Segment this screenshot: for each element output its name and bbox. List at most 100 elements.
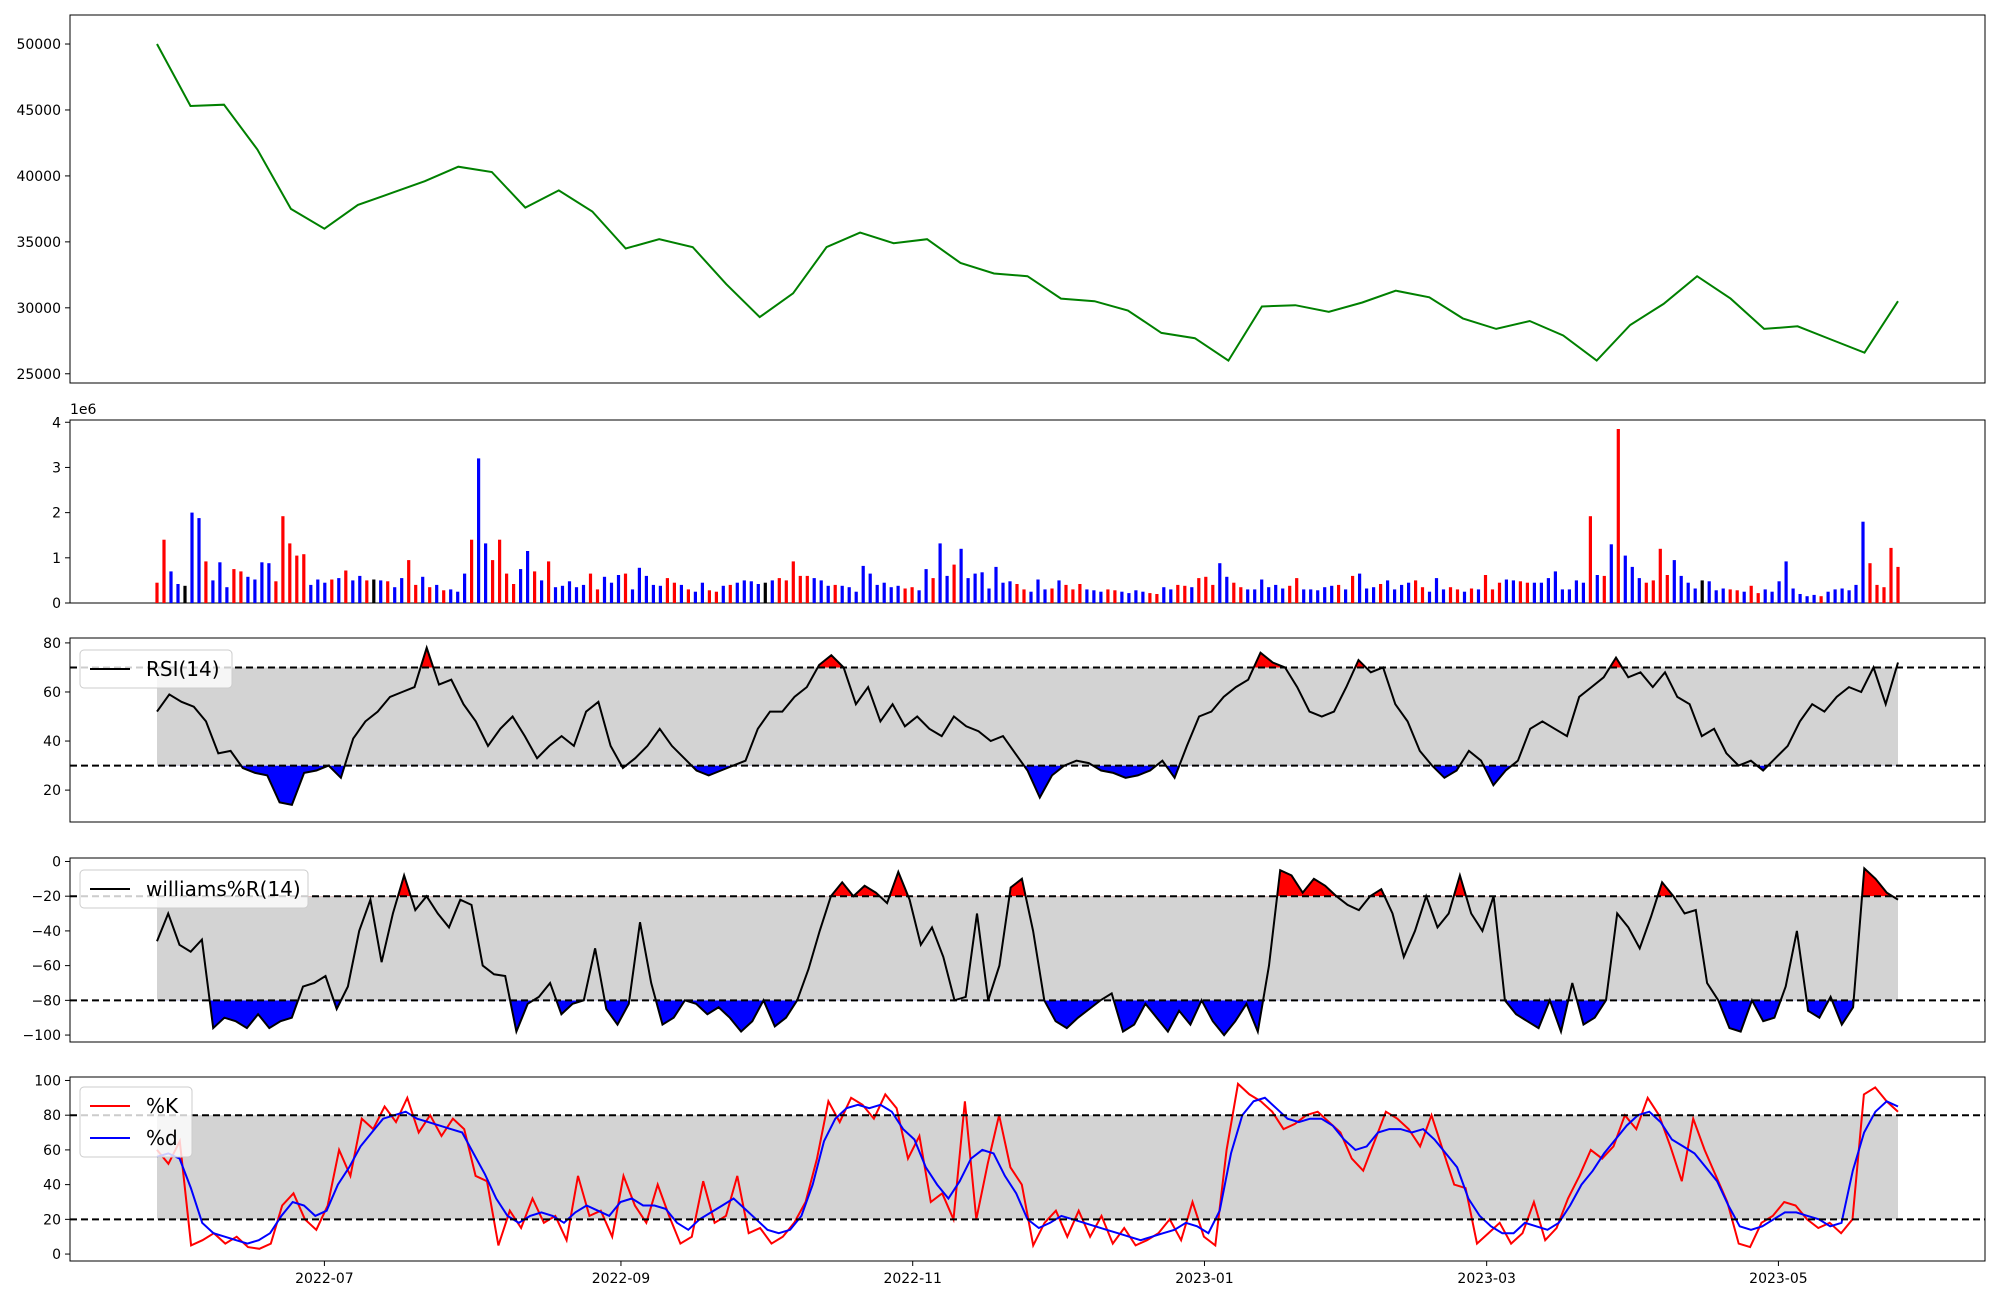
price-line [156,43,1899,363]
volume-bar [686,589,690,603]
volume-bar [1414,580,1418,603]
volume-bar [1896,566,1900,603]
volume-bar [1113,590,1117,603]
volume-bar [1204,576,1208,603]
volume-bar [1253,589,1257,603]
volume-bar [721,585,725,603]
volume-bar [812,578,816,603]
volume-bar [1756,593,1760,603]
y-tick-label: 60 [43,685,61,701]
y-tick-label: 60 [43,1143,61,1159]
volume-bar [1889,547,1893,603]
volume-bar [1581,582,1585,603]
volume-bar [1064,584,1068,603]
y-tick-label: 0 [52,596,61,612]
volume-bar [1400,584,1404,603]
volume-bar [1721,588,1725,603]
volume-bar [1134,590,1138,603]
y-tick-label: −40 [31,924,61,940]
y-tick-label: 0 [52,854,61,870]
volume-bar [1197,578,1201,603]
volume-bar [435,584,439,603]
y-tick-label: 50000 [16,37,61,53]
volume-bar [1770,591,1774,603]
y-tick-label: 80 [43,1108,61,1124]
volume-bar [1441,589,1446,603]
volume-bar [672,582,676,603]
volume-bar [1050,588,1054,603]
volume-bar [1490,589,1495,603]
volume-bar [288,543,292,603]
volume-bar [679,584,683,603]
volume-bar [218,562,222,603]
legend-label: RSI(14) [146,657,220,681]
volume-bar [602,576,607,603]
volume-bar [595,589,600,603]
y-tick-label: 45000 [16,103,61,119]
y-tick-label: −100 [23,1028,61,1044]
volume-bar [190,512,194,603]
volume-bar [637,567,641,603]
volume-bar [393,587,397,603]
volume-bar [197,518,201,603]
volume-bar [924,569,928,603]
volume-bar [232,569,236,603]
volume-bar [868,573,872,603]
volume-bar [1854,584,1858,603]
volume-bar [861,565,865,603]
volume-bar [1001,582,1005,603]
volume-bar [735,582,739,603]
volume-bar [463,573,467,603]
rsi-frame [69,637,1986,823]
volume-bar [1546,578,1550,603]
volume-bar [714,591,718,603]
y-tick-label: 30000 [16,301,61,317]
volume-bar [267,563,271,603]
williams-line [156,866,1899,1037]
volume-bar [1162,587,1166,603]
volume-bar [491,560,495,603]
volume-bar [253,579,257,603]
volume-bar [1302,589,1306,603]
volume-bar [225,587,229,603]
volume-bar [1784,561,1788,603]
rsi-band [157,667,1898,766]
volume-bar [1567,589,1571,603]
volume-bar [449,589,453,603]
volume-bar [1861,521,1865,603]
volume-panel: 0 1 2 3 4 1e6 [52,402,1986,612]
volume-bar [379,580,383,603]
volume-bar [1127,593,1131,603]
volume-bar [547,561,551,603]
volume-bar [588,573,593,603]
price-panel: 25000 30000 35000 40000 45000 50000 [16,14,1986,384]
volume-bar [1190,587,1194,603]
volume-bar [1260,579,1264,603]
volume-bar [1232,582,1236,603]
volume-bar [540,580,544,603]
volume-frame [69,419,1986,604]
volume-bar [700,582,704,603]
volume-bar [644,575,648,603]
volume-bar [1057,580,1061,603]
volume-bar [1267,587,1271,603]
volume-bar [1393,589,1397,603]
y-tick-label: 35000 [16,235,61,251]
legend-label: %d [146,1126,178,1150]
volume-bar [1462,591,1467,603]
volume-bar [1679,575,1683,603]
volume-bar [693,591,697,603]
volume-bar [840,585,844,603]
volume-bar [952,564,956,603]
y-tick-label: 2 [52,506,61,522]
volume-bar [456,591,460,603]
volume-bar [1071,589,1075,603]
x-tick-label: 2023-03 [1457,1271,1516,1287]
volume-bar [1455,589,1460,603]
volume-bar [1532,582,1536,603]
volume-bar [658,585,662,603]
volume-bar [260,562,264,603]
volume-bar [1483,575,1488,603]
volume-bar [337,578,341,603]
